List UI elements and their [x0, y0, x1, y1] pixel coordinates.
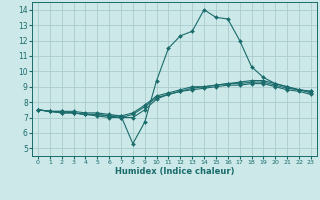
X-axis label: Humidex (Indice chaleur): Humidex (Indice chaleur) [115, 167, 234, 176]
